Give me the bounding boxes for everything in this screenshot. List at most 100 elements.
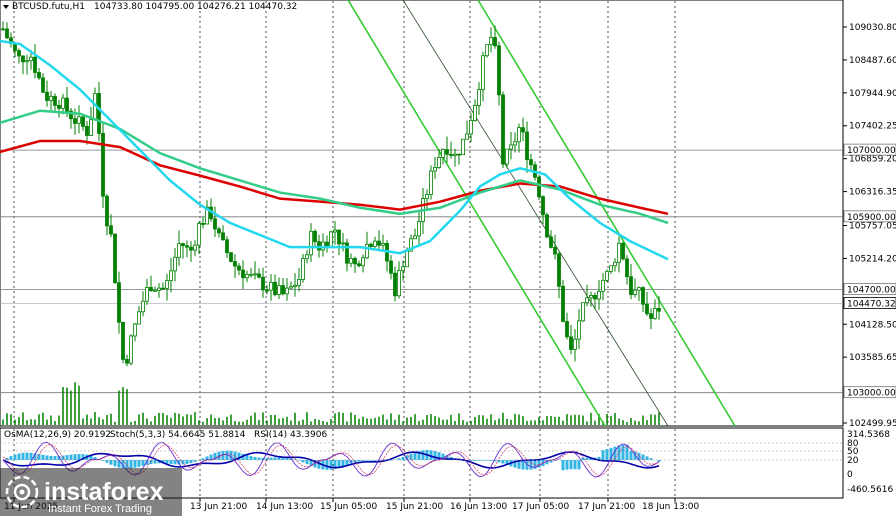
candle-body — [273, 281, 277, 295]
candle-body — [441, 149, 445, 158]
candle-body — [425, 194, 429, 199]
ohlc-values: 104733.80 104795.00 104276.21 104470.32 — [94, 2, 297, 12]
oscillator-lines — [2, 441, 661, 478]
stoch-signal-line — [2, 444, 660, 476]
candle-body — [257, 273, 261, 278]
candle-body — [109, 225, 113, 235]
candle-body — [437, 157, 441, 168]
candle-body — [269, 281, 273, 291]
level-box — [843, 143, 896, 156]
candle-body — [329, 231, 333, 247]
candle-body — [613, 261, 617, 267]
candle-body — [277, 285, 281, 295]
price-tick-label: 104128.50 — [849, 320, 896, 330]
level-box — [843, 386, 896, 399]
osc-axis-label: 50 — [847, 447, 859, 457]
level-label: 105900.00 — [847, 213, 896, 223]
watermark-brand: instaforex — [44, 478, 164, 506]
candle-body — [369, 243, 373, 247]
candle-body — [573, 338, 577, 350]
candle-body — [161, 287, 165, 290]
time-label: 17 Jun 05:00 — [512, 502, 569, 512]
candle-body — [501, 94, 505, 165]
candle-body — [333, 229, 337, 233]
candle-body — [445, 149, 449, 155]
candle-body — [145, 286, 149, 302]
time-label: 15 Jun 21:00 — [386, 502, 443, 512]
candle-body — [597, 290, 601, 300]
candle-body — [545, 214, 549, 238]
candle-body — [253, 273, 257, 276]
candle-body — [177, 243, 181, 258]
current-price-box — [843, 297, 896, 309]
candle-body — [537, 176, 541, 198]
candle-body — [417, 221, 421, 237]
time-label: 13 Jun 21:00 — [190, 502, 247, 512]
candle-body — [77, 116, 81, 124]
price-tick-label: 106316.35 — [849, 188, 896, 198]
candle-body — [625, 258, 629, 278]
level-box — [843, 210, 896, 223]
candlesticks — [1, 21, 661, 367]
candle-body — [345, 242, 349, 264]
candle-body — [305, 254, 309, 260]
channel-line — [477, 0, 736, 427]
candle-body — [529, 159, 533, 166]
candle-body — [205, 206, 209, 225]
candle-body — [137, 311, 141, 325]
candle-body — [357, 263, 361, 267]
candle-body — [561, 285, 565, 322]
candle-body — [173, 256, 177, 272]
candle-body — [565, 321, 569, 338]
candle-body — [285, 287, 289, 295]
candle-body — [193, 244, 197, 251]
osc-axis-label: 314.5368 — [847, 430, 890, 440]
price-tick-label: 108487.60 — [849, 56, 896, 66]
candle-body — [517, 127, 521, 143]
candle-body — [233, 261, 237, 267]
vertical-gridlines — [13, 1, 676, 497]
candle-body — [505, 148, 509, 165]
candle-body — [429, 170, 433, 195]
rsi-label: RSI(14) 43.3906 — [254, 430, 327, 440]
instaforex-logo-icon — [5, 475, 39, 509]
candle-body — [249, 273, 253, 276]
time-label: 17 Jun 21:00 — [578, 502, 635, 512]
candle-body — [53, 95, 57, 106]
candle-body — [525, 131, 529, 161]
rsi-line — [2, 451, 660, 469]
candle-body — [197, 223, 201, 246]
candle-body — [189, 246, 193, 251]
candle-body — [317, 241, 321, 251]
candle-body — [413, 235, 417, 240]
symbol-arrow-icon — [3, 5, 9, 9]
candle-body — [153, 290, 157, 292]
stoch-label: Stoch(5,3,3) 54.6645 51.8814 — [110, 430, 246, 440]
candle-body — [237, 265, 241, 271]
candle-body — [649, 313, 653, 319]
level-label: 107000.00 — [847, 146, 896, 156]
candle-body — [17, 50, 21, 57]
chart-header: BTCUSD.futu,H1 104733.80 104795.00 10427… — [3, 2, 297, 12]
candle-body — [645, 303, 649, 315]
candle-body — [633, 289, 637, 295]
level-label: 104700.00 — [847, 286, 896, 296]
candle-body — [377, 240, 381, 246]
candle-body — [313, 230, 317, 243]
candle-body — [181, 243, 185, 247]
candle-body — [45, 91, 49, 101]
candle-body — [241, 269, 245, 279]
candle-body — [593, 295, 597, 300]
candle-body — [57, 104, 61, 109]
candle-body — [401, 266, 405, 272]
candle-body — [113, 233, 117, 284]
candle-body — [325, 241, 329, 247]
candle-body — [97, 93, 101, 134]
candle-body — [85, 126, 89, 136]
candle-body — [601, 279, 605, 292]
candle-body — [461, 138, 465, 156]
candle-body — [549, 236, 553, 248]
candle-body — [261, 276, 265, 291]
